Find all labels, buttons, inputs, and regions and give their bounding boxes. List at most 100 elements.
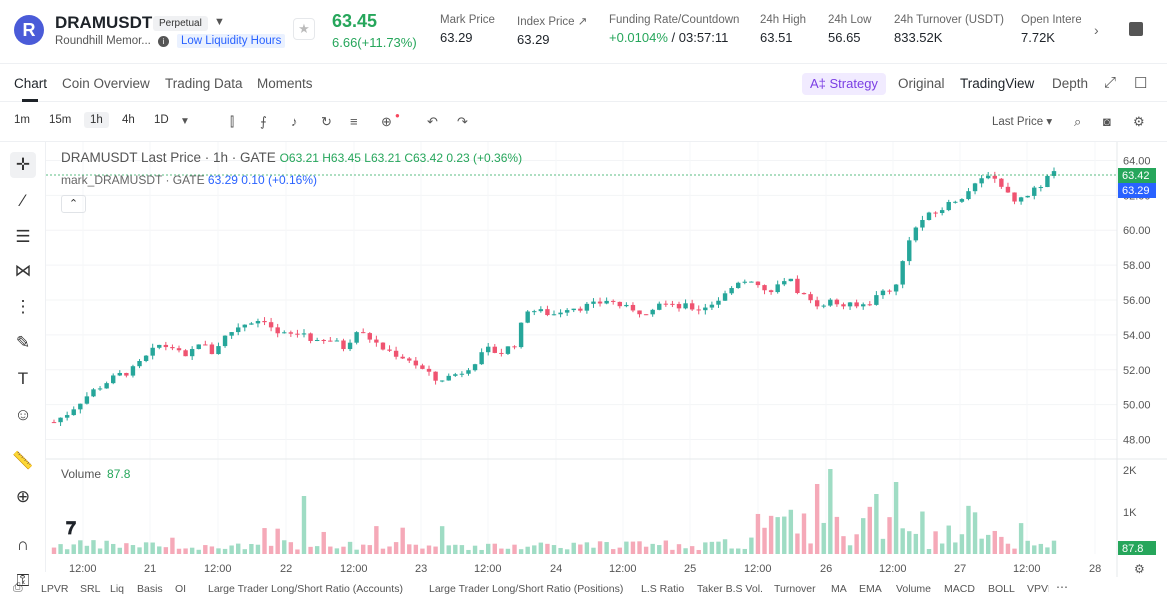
indicator-lpvr[interactable]: LPVR (41, 583, 69, 595)
stat-index-price[interactable]: Index Price ↗ 63.29 (517, 16, 588, 47)
volume-bar (64, 549, 70, 554)
book-icon[interactable] (1129, 22, 1143, 36)
pattern-icon[interactable]: ⋈ (14, 261, 32, 280)
candle-body (703, 307, 708, 311)
indicator-ltls-positions[interactable]: Large Trader Long/Short Ratio (Positions… (429, 583, 624, 595)
indicator-oi[interactable]: OI (175, 583, 187, 595)
timeframe-4h[interactable]: 4h (122, 114, 135, 126)
stat-funding-rate: Funding Rate/Countdown +0.0104% / 03:57:… (609, 14, 740, 45)
indicator-macd[interactable]: MACD (944, 583, 975, 595)
timeframe-15m[interactable]: 15m (49, 114, 72, 126)
price-chart[interactable]: 64.0062.0060.0058.0056.0054.0052.0050.00… (46, 142, 1167, 577)
brush-icon[interactable]: ✎ (15, 333, 31, 352)
alert-icon[interactable]: ♪ (291, 114, 298, 129)
timeframe-1h[interactable]: 1h (84, 112, 109, 128)
emoji-icon[interactable]: ☺ (14, 405, 32, 424)
tab-depth[interactable]: Depth (1052, 76, 1089, 91)
candle-body (505, 346, 511, 354)
symbol-name[interactable]: DRAMUSDT (55, 13, 153, 32)
indicator-basis[interactable]: Basis (137, 583, 163, 595)
crosshair-icon[interactable]: ✛ (10, 152, 36, 178)
tab-chart[interactable]: Chart (14, 76, 48, 91)
timeframe-1d[interactable]: 1D (154, 114, 169, 126)
text-icon[interactable]: T (17, 369, 29, 388)
indicator-vpvr[interactable]: VPVR (1027, 583, 1049, 595)
window-icon[interactable]: ☐ (1134, 75, 1148, 92)
gear-icon[interactable]: ⚙ (1133, 114, 1145, 129)
indicator-settings-icon[interactable]: ⎙ (13, 580, 23, 594)
candle-body (393, 350, 399, 357)
chevron-right-icon[interactable]: › (1094, 22, 1099, 38)
stat-24h-low: 24h Low 56.65 (828, 14, 872, 45)
volume-bar (808, 543, 813, 554)
info-icon[interactable]: i (158, 36, 169, 47)
collapse-legend-button[interactable]: ⌃ (61, 195, 86, 213)
volume-bar (249, 543, 254, 554)
chart-settings-icon[interactable]: ⚙ (1134, 562, 1145, 576)
undo-icon[interactable]: ↶ (427, 114, 438, 129)
volume-bar (578, 544, 583, 554)
liquidity-badge[interactable]: Low Liquidity Hours (177, 34, 286, 48)
volume-bar (255, 544, 261, 554)
candle-body (854, 302, 859, 307)
more-indicators-icon[interactable]: ⋯ (1056, 580, 1068, 594)
candle-body (314, 339, 320, 341)
redo-icon[interactable]: ↷ (457, 114, 468, 129)
indicators-icon[interactable]: ⨍ (260, 114, 267, 129)
notification-dot-icon: ● (395, 111, 400, 120)
favorite-star-icon[interactable]: ★ (293, 18, 315, 40)
volume-bar (538, 542, 544, 554)
candle-body (321, 339, 326, 341)
indicator-ma[interactable]: MA (831, 583, 847, 595)
indicator-turnover[interactable]: Turnover (774, 583, 816, 595)
tab-trading-data[interactable]: Trading Data (165, 76, 243, 91)
search-icon[interactable]: ⌕ (1074, 114, 1082, 129)
magnet-icon[interactable]: ∩ (16, 535, 30, 554)
indicator-ema[interactable]: EMA (859, 583, 882, 595)
volume-bar (571, 542, 576, 554)
chevron-down-icon[interactable]: ▼ (214, 16, 225, 28)
templates-icon[interactable]: ≡ (350, 114, 358, 129)
fib-icon[interactable]: ⋮ (14, 297, 32, 316)
tab-tradingview[interactable]: TradingView (960, 76, 1035, 91)
indicator-ltls-accounts[interactable]: Large Trader Long/Short Ratio (Accounts) (208, 583, 403, 595)
add-icon[interactable]: ⊕ (381, 114, 392, 129)
volume-bar (913, 533, 919, 554)
tab-coin-overview[interactable]: Coin Overview (62, 76, 150, 91)
volume-bar (1012, 548, 1017, 554)
indicator-srl[interactable]: SRL (80, 583, 101, 595)
expand-icon[interactable]: ⤢ (1104, 74, 1117, 91)
tab-moments[interactable]: Moments (257, 76, 313, 91)
candle-body (380, 342, 386, 350)
indicator-ls-ratio[interactable]: L.S Ratio (641, 583, 685, 595)
replay-icon[interactable]: ↻ (321, 114, 332, 129)
strategy-button[interactable]: A‡ Strategy (802, 73, 886, 95)
camera-icon[interactable]: ◙ (1103, 114, 1111, 129)
trend-line-icon[interactable]: ⁄ (21, 191, 25, 210)
tab-original[interactable]: Original (898, 76, 945, 91)
indicator-boll[interactable]: BOLL (988, 583, 1015, 595)
ruler-icon[interactable]: 📏 (12, 451, 34, 470)
candle-body (630, 304, 636, 311)
indicator-volume[interactable]: Volume (896, 583, 932, 595)
volume-bar (551, 545, 557, 554)
horizontal-lines-icon[interactable]: ☰ (15, 227, 31, 246)
candle-body (933, 212, 938, 214)
volume-bar (591, 547, 596, 554)
candle-body (604, 300, 609, 304)
timeframe-1m[interactable]: 1m (14, 114, 30, 126)
indicator-liq[interactable]: Liq (110, 583, 125, 595)
candle-body (64, 415, 70, 418)
candle-type-icon[interactable]: ⫿ (230, 114, 235, 129)
price-type-select[interactable]: Last Price ▾ (992, 116, 1053, 128)
volume-bar (643, 546, 649, 554)
candle-body (216, 346, 221, 355)
chevron-down-icon[interactable]: ▼ (180, 116, 190, 127)
candle-body (992, 175, 997, 179)
volume-bar (51, 547, 57, 554)
candle-body (104, 383, 109, 389)
zoom-icon[interactable]: ⊕ (15, 487, 31, 506)
contract-type-badge: Perpetual (153, 16, 208, 31)
indicator-taker-bs[interactable]: Taker B.S Vol. (697, 583, 763, 595)
lock-icon[interactable]: ⚿ (16, 571, 30, 590)
